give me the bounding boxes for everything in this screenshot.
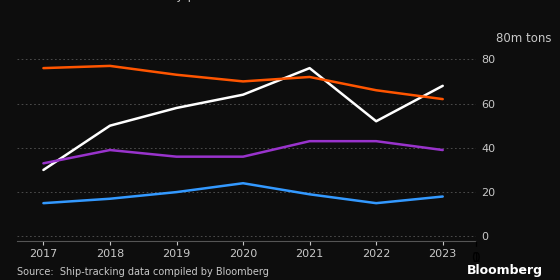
Text: Source:  Ship-tracking data compiled by Bloomberg: Source: Ship-tracking data compiled by B… — [17, 267, 269, 277]
Legend: China, India, Japan, South Korea: China, India, Japan, South Korea — [13, 0, 323, 6]
Text: Bloomberg: Bloomberg — [467, 264, 543, 277]
Text: 80m tons: 80m tons — [496, 32, 552, 45]
